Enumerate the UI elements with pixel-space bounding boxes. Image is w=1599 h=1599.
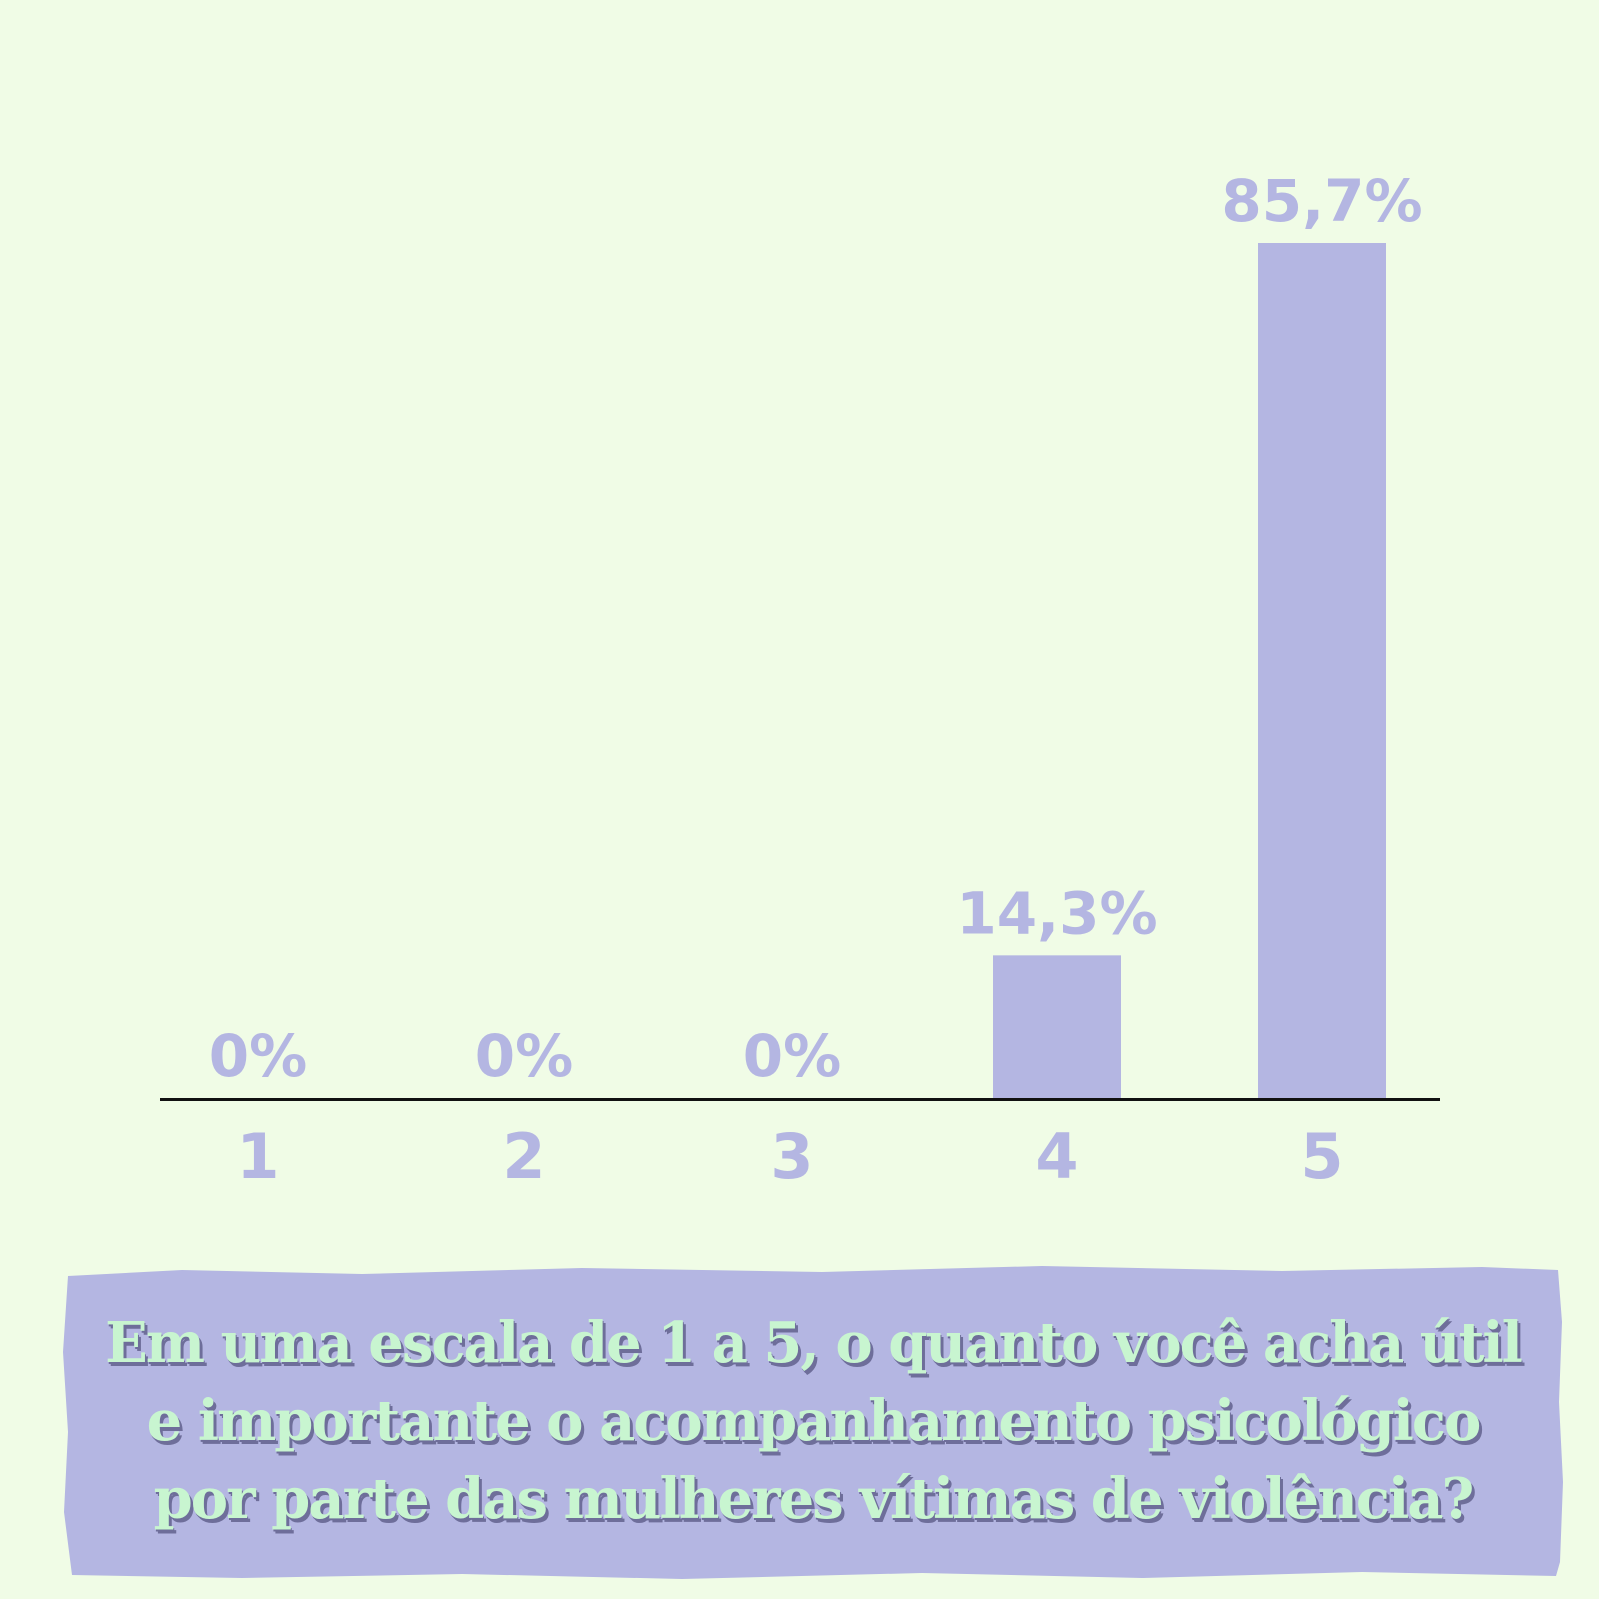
value-labels-group: 0% 0% 0% 14,3% 85,7% (209, 167, 1423, 1090)
value-label-1: 0% (209, 1022, 307, 1090)
value-label-2: 0% (475, 1022, 573, 1090)
bar-5 (1258, 243, 1386, 1098)
value-label-4: 14,3% (956, 879, 1157, 947)
value-label-5: 85,7% (1221, 167, 1422, 235)
tick-label-2: 2 (502, 1120, 545, 1193)
bar-chart: 0% 0% 0% 14,3% 85,7% 1 2 3 4 5 (160, 167, 1440, 1193)
bar-4 (993, 955, 1121, 1098)
question-text: Em uma escala de 1 a 5, o quanto você ac… (105, 1310, 1523, 1532)
value-label-3: 0% (743, 1022, 841, 1090)
tick-labels-group: 1 2 3 4 5 (236, 1120, 1343, 1193)
tick-label-1: 1 (236, 1120, 279, 1193)
tick-label-5: 5 (1300, 1120, 1343, 1193)
tick-label-4: 4 (1035, 1120, 1078, 1193)
tick-label-3: 3 (770, 1120, 813, 1193)
bars-group (993, 243, 1386, 1098)
caption-background (63, 1266, 1563, 1579)
question-caption-box: Em uma escala de 1 a 5, o quanto você ac… (62, 1262, 1564, 1580)
